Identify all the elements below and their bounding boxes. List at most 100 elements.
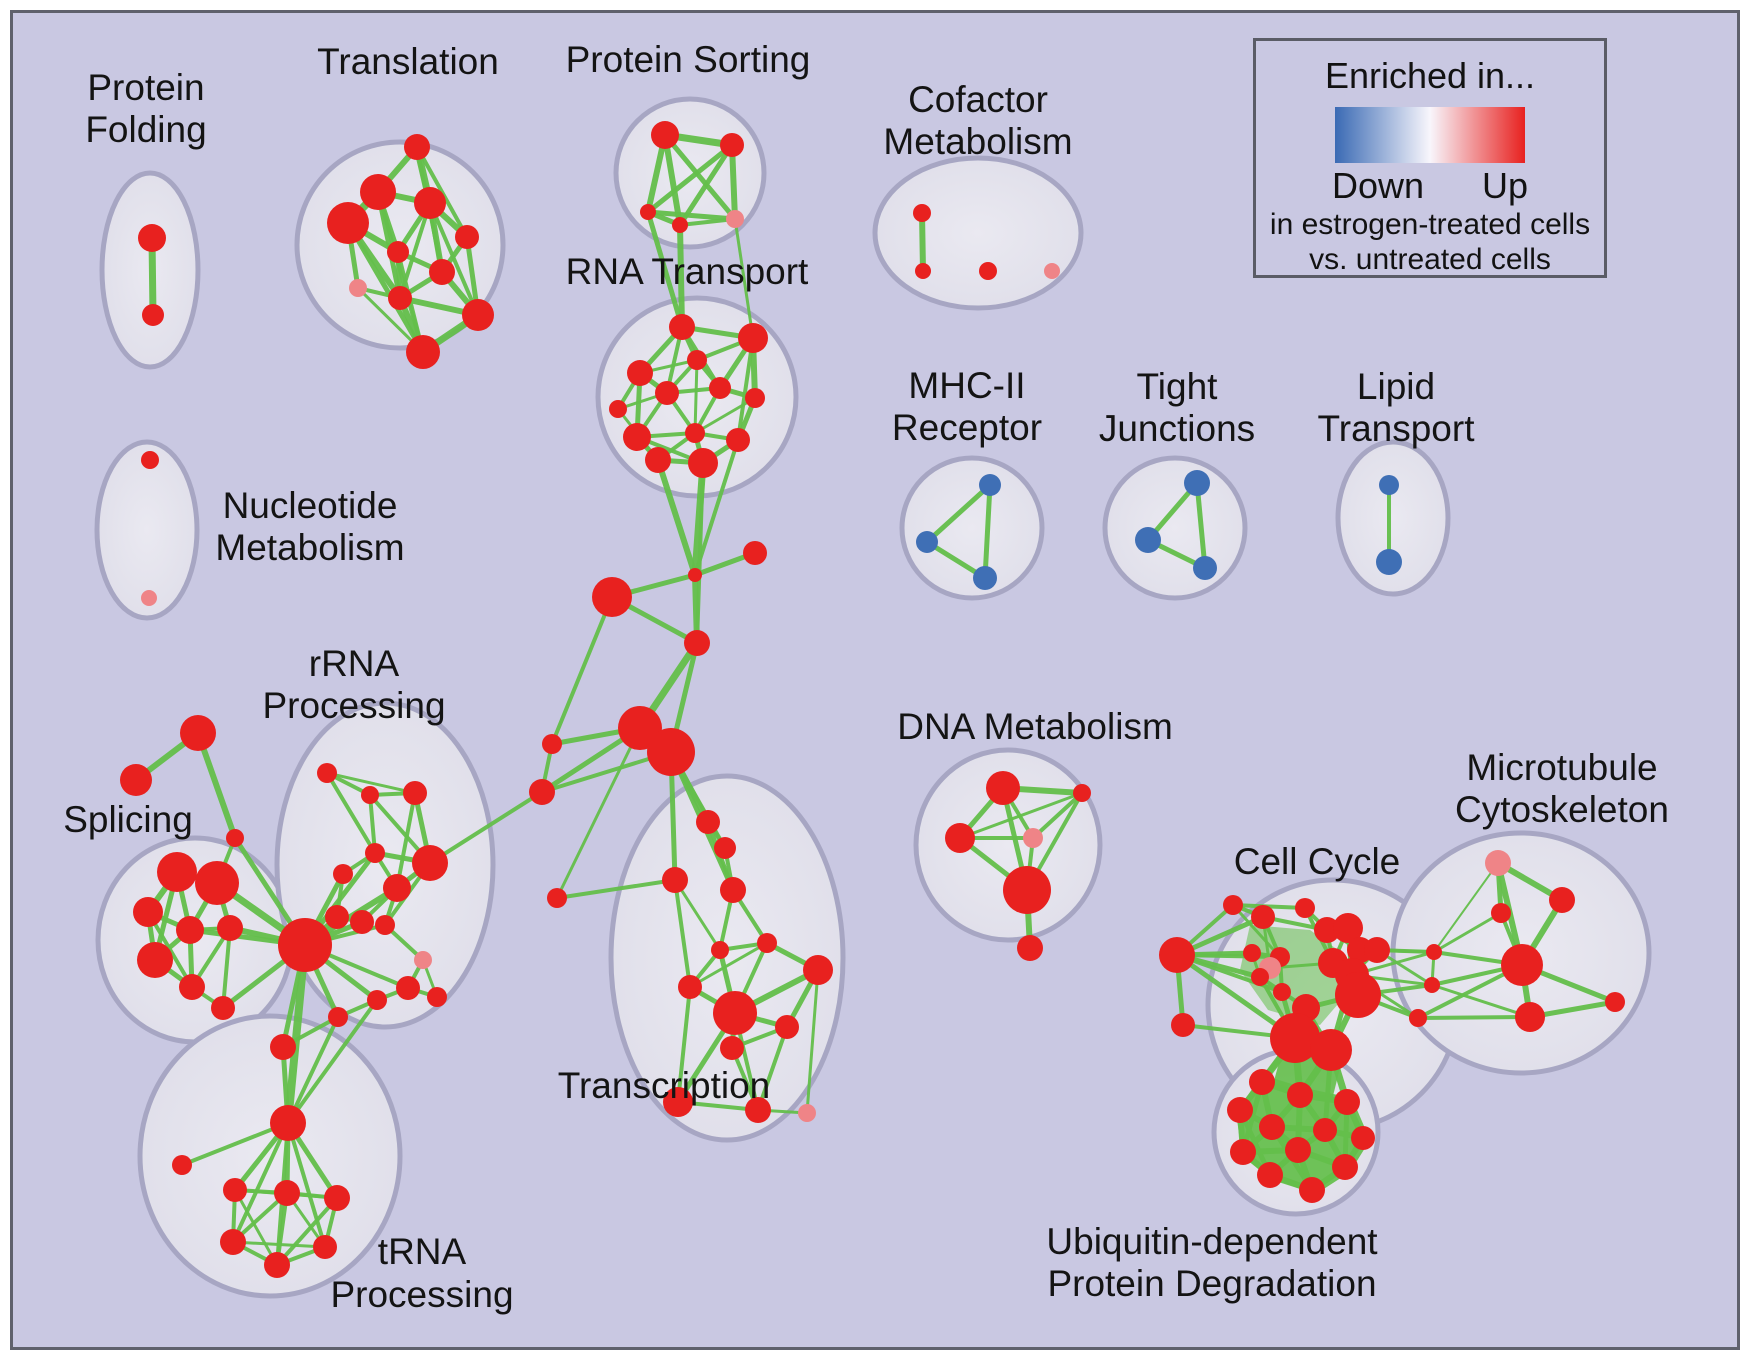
gene-set-node-up-cc5 [1314, 917, 1340, 943]
cluster-label-nucleotide-metabolism: Nucleotide Metabolism [215, 485, 404, 568]
gene-set-node-up-ub10 [1332, 1154, 1358, 1180]
gene-set-node-up-cc1 [1159, 937, 1195, 973]
edge-dm2-dm3 [958, 791, 1084, 840]
edge-mh1-mh3 [982, 482, 993, 581]
edge-ps4-rt1 [677, 222, 685, 330]
cluster-label-line: Splicing [63, 799, 193, 840]
cluster-label-cofactor-metabolism: Cofactor Metabolism [883, 79, 1072, 162]
gene-set-node-up-ub2 [1287, 1082, 1313, 1108]
gene-set-node-up-tx4 [803, 955, 833, 985]
gene-set-node-up-tx1 [711, 941, 729, 959]
gene-set-node-up-tx8 [663, 1087, 693, 1117]
edge-rr1-rr4 [325, 771, 377, 855]
gene-set-node-up-sp6 [137, 942, 173, 978]
cluster-label-splicing: Splicing [63, 799, 193, 840]
gene-set-node-up-tx5 [713, 991, 757, 1035]
gene-set-node-down-mh2 [916, 531, 938, 553]
gene-set-node-up-rt11 [645, 447, 671, 473]
gene-set-node-up-tx6 [775, 1015, 799, 1039]
cluster-label-tight-junctions: Tight Junctions [1099, 366, 1255, 449]
gene-set-node-up-rt4 [687, 350, 707, 370]
cluster-label-transcription: Transcription [558, 1065, 770, 1106]
gene-set-node-up-tn2 [274, 1180, 300, 1206]
gene-set-node-up-tnH [270, 1105, 306, 1141]
edge-cc2-cc4 [1231, 903, 1307, 910]
edge-ps5-rt2 [733, 217, 755, 340]
gene-set-node-up-tn4 [220, 1229, 246, 1255]
gene-set-node-up-rr10 [325, 905, 349, 929]
gene-set-node-up-txB [696, 810, 720, 834]
gene-set-node-up-tx7 [720, 1036, 744, 1060]
gene-set-node-up-tn5 [264, 1252, 290, 1278]
gene-set-node-up-rt5 [655, 381, 679, 405]
gene-set-node-up-rt10 [726, 428, 750, 452]
gene-set-node-down-tj1 [1184, 470, 1210, 496]
gene-set-node-up-sp5 [217, 915, 243, 941]
cluster-label-line: Protein [87, 67, 204, 108]
gene-set-node-up-tx9 [745, 1097, 771, 1123]
edge-lt2-rr6 [428, 790, 544, 865]
gene-set-node-down-lp2 [1376, 549, 1402, 575]
gene-set-node-slightly-up-dm4 [1023, 828, 1043, 848]
cluster-label-rna-transport: RNA Transport [566, 251, 809, 292]
gene-set-node-up-dm3 [945, 823, 975, 853]
cluster-label-line: Ubiquitin-dependent [1046, 1221, 1378, 1262]
gene-set-node-up-sp1 [157, 852, 197, 892]
gene-set-node-slightly-up-mtP [1485, 850, 1511, 876]
gene-set-node-up-t10 [462, 299, 494, 331]
gene-set-node-up-dm5 [1003, 866, 1051, 914]
cluster-label-line: Receptor [892, 407, 1042, 448]
cluster-label-line: Folding [85, 109, 206, 150]
legend-axis-labels: Down Up [1332, 165, 1528, 207]
gene-set-node-up-rr9 [375, 915, 395, 935]
edge-tn4-tn6 [231, 1240, 327, 1249]
network-svg: Protein Folding Translation Protein Sorting… [63, 39, 1669, 1315]
gene-set-node-up-rt6 [709, 377, 731, 399]
gene-set-node-up-t2 [360, 174, 396, 210]
cluster-label-line: MHC-II [908, 365, 1025, 406]
gene-set-node-up-rr8 [350, 910, 374, 934]
edge-rr14-tnH [286, 1015, 340, 1125]
gene-set-node-up-tn3 [324, 1185, 350, 1211]
gene-set-node-up-mt2 [1491, 903, 1511, 923]
edge-ps3-ps5 [645, 209, 738, 222]
edge-t3-t10 [428, 201, 480, 317]
gene-set-node-up-mid3 [592, 577, 632, 617]
edge-rt7-rt9 [693, 396, 757, 435]
gene-set-node-up-sp7 [179, 974, 205, 1000]
gene-set-node-up-cc3 [1251, 905, 1275, 929]
gene-set-node-up-t9 [388, 286, 412, 310]
cluster-label-line: tRNA [378, 1231, 467, 1272]
gene-set-node-up-t7 [429, 259, 455, 285]
edge-tx6-tx9 [756, 1025, 789, 1112]
legend-title: Enriched in... [1324, 55, 1536, 96]
gene-set-node-up-ps1 [651, 121, 679, 149]
edge-txA-tx3 [673, 878, 692, 989]
gene-set-node-up-mid4 [684, 630, 710, 656]
gene-set-node-up-rr14 [328, 1007, 348, 1027]
cluster-label-line: Transport [1318, 408, 1476, 449]
gene-set-node-up-tx2 [757, 933, 777, 953]
cluster-label-line: Processing [262, 685, 445, 726]
edge-tj1-tj3 [1194, 480, 1208, 571]
gene-set-node-up-cc2 [1223, 895, 1243, 915]
cluster-label-line: Nucleotide [223, 485, 398, 526]
gene-set-node-up-txA [662, 867, 688, 893]
gene-set-node-up-tr3 [226, 829, 244, 847]
gene-set-node-up-tr2 [120, 764, 152, 796]
edge-tx2-tx3 [688, 941, 769, 989]
gene-set-node-up-ub12 [1299, 1177, 1325, 1203]
gene-set-node-up-ps4 [672, 217, 688, 233]
gene-set-node-up-tn0 [172, 1155, 192, 1175]
gene-set-node-up-tx0 [547, 888, 567, 908]
cluster-label-cell-cycle: Cell Cycle [1234, 841, 1401, 882]
edge-br1-mtP [1433, 862, 1499, 953]
gene-set-node-up-rr16 [270, 1034, 296, 1060]
cluster-label-line: Translation [317, 41, 499, 82]
gene-set-node-up-lt2 [529, 779, 555, 805]
cluster-label-line: rRNA [309, 643, 400, 684]
gene-set-node-up-ub3 [1334, 1089, 1360, 1115]
cluster-label-line: Tight [1137, 366, 1219, 407]
edge-tr1-tr3 [195, 730, 238, 841]
edge-ps1-ps4 [662, 132, 683, 228]
